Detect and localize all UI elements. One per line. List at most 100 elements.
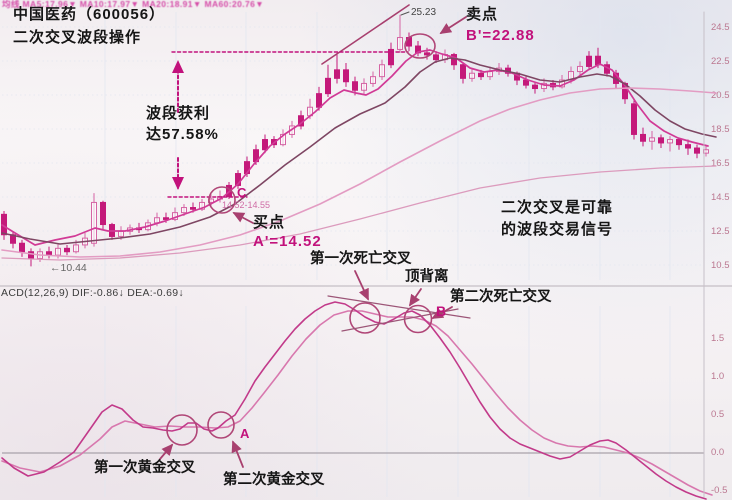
candle-body	[649, 137, 655, 142]
candle-body	[352, 81, 358, 91]
divergence-label: 顶背离	[405, 269, 449, 285]
low-value-label: ←10.44	[50, 262, 87, 274]
annotation-layer	[0, 4, 732, 498]
ma-slow-line	[1, 87, 717, 258]
candle-body	[55, 247, 61, 256]
candle-body	[91, 201, 97, 244]
macd-dif-line	[1, 301, 707, 500]
candle-body	[370, 76, 376, 84]
candle-body	[73, 244, 79, 253]
price-axis-label: 22.5	[711, 56, 730, 67]
candle-body	[685, 144, 691, 149]
note-line1: 二次交叉是可靠	[501, 199, 614, 216]
candle-body	[379, 64, 385, 78]
buy-point-label: 买点	[253, 214, 286, 231]
candle-body	[658, 137, 664, 144]
price-axis-label: 20.5	[711, 90, 730, 101]
divergence-arrow	[408, 288, 422, 307]
golden-cross-2-label: 第二次黄金交叉	[223, 472, 325, 488]
candle-body	[433, 54, 439, 61]
candle-body	[577, 65, 583, 73]
price-axis-label: 18.5	[711, 124, 730, 135]
candle-body	[631, 103, 637, 135]
candle-body	[100, 201, 106, 226]
sell-point-value: B'=22.88	[466, 27, 535, 44]
candle-body	[334, 69, 340, 79]
death-cross-1-label: 第一次死亡交叉	[310, 251, 412, 267]
candle-body	[640, 133, 646, 142]
candle-body	[163, 217, 169, 220]
point-b-label: B	[436, 303, 447, 319]
death-cross-1-arrow	[354, 270, 369, 301]
death-cross-2-label: 第二次死亡交叉	[450, 289, 552, 305]
point-a-label: A	[240, 426, 250, 441]
death-cross-1-circle	[349, 302, 381, 334]
candle-body	[64, 247, 70, 253]
buy-point-value: A'=14.52	[253, 233, 322, 250]
buy-arrow	[232, 212, 254, 224]
price-axis-label: 12.5	[711, 226, 730, 237]
candle-body	[469, 72, 475, 79]
candle-body	[676, 139, 682, 146]
macd-dea-line	[1, 310, 713, 496]
candle-body	[532, 84, 538, 90]
point-c-label: C	[237, 185, 247, 200]
trend-line	[321, 4, 410, 65]
sell-arrow	[439, 16, 467, 34]
candle-body	[424, 52, 430, 56]
price-axis-label: 10.5	[711, 260, 730, 271]
golden-cross-2-circle	[207, 411, 235, 439]
candle-body	[694, 147, 700, 154]
candle-body	[388, 48, 394, 66]
buy-range-label: 14.52-14.55	[222, 200, 271, 210]
chart-title-line1: 中国医药（600056）	[13, 6, 166, 23]
golden-cross-2-arrow	[231, 440, 244, 468]
candle-body	[397, 37, 403, 50]
sell-point-label: 卖点	[466, 6, 499, 23]
ma-indicator-bar: 均线 MA5:17.96▼ MA10:17.97▼ MA20:18.91▼ MA…	[2, 0, 265, 9]
candle-body	[199, 201, 205, 210]
profit-text-line1: 波段获利	[146, 105, 211, 122]
candle-body	[343, 69, 349, 83]
candle-body	[280, 133, 286, 146]
chart-title-line2: 二次交叉波段操作	[13, 29, 142, 46]
peak-tick	[400, 11, 410, 16]
candle-body	[487, 71, 493, 78]
golden-cross-1-circle	[166, 414, 198, 446]
profit-text-line2: 达57.58%	[146, 126, 219, 143]
macd-axis-label: 0.0	[711, 447, 724, 458]
macd-axis-label: -0.5	[711, 485, 727, 496]
candle-body	[181, 207, 187, 214]
candle-body	[190, 207, 196, 210]
candle-body	[586, 55, 592, 67]
price-axis-label: 24.5	[711, 22, 730, 33]
candle-body	[28, 251, 34, 260]
candle-body	[316, 93, 322, 108]
divergence-line-upper	[327, 295, 471, 319]
candle-body	[262, 139, 268, 151]
note-line2: 的波段交易信号	[501, 221, 614, 238]
macd-axis-label: 0.5	[711, 409, 724, 420]
macd-axis-label: 1.0	[711, 371, 724, 382]
candle-body	[235, 173, 241, 186]
ma-fast-line	[1, 49, 709, 246]
candle-body	[667, 139, 673, 144]
chart-dynamic-layer: 24.5 22.5 20.5 18.5 16.5 14.5 12.5 10.5 1.5 1.0 0.…	[1, 12, 730, 500]
buy-point-circle	[208, 186, 236, 214]
death-cross-2-arrow	[431, 306, 453, 319]
golden-cross-1-arrow	[159, 443, 174, 460]
golden-cross-1-label: 第一次黄金交叉	[94, 460, 196, 476]
ma-xslow-line	[1, 165, 717, 261]
price-axis-label: 14.5	[711, 192, 730, 203]
candle-body	[118, 230, 124, 237]
candle-body	[478, 72, 484, 78]
candle-body	[19, 242, 25, 253]
macd-axis-label: 1.5	[711, 333, 724, 344]
sell-point-circle	[404, 33, 436, 59]
candle-body	[325, 77, 331, 95]
macd-params-label: MACD(12,26,9) DIF:-0.86↓ DEA:-0.69↓	[0, 287, 184, 299]
candle-body	[361, 82, 367, 91]
candle-body	[460, 64, 466, 79]
